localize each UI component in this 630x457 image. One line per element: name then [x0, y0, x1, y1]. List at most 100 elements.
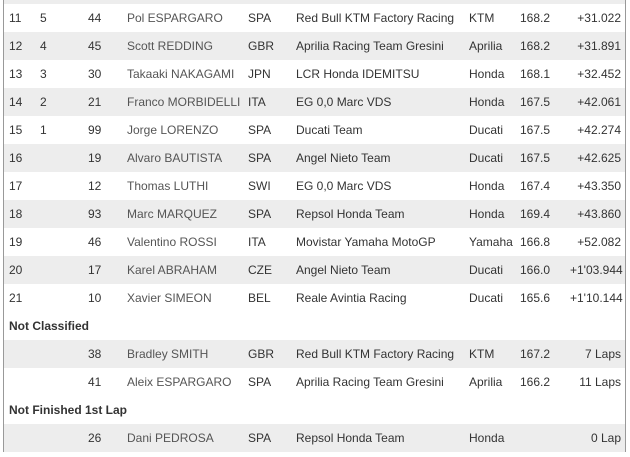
- cell-team: LCR Honda IDEMITSU: [296, 67, 420, 81]
- cell-bike: Ducati: [469, 123, 504, 137]
- cell-bike: Honda: [469, 67, 505, 81]
- cell-nation: SPA: [248, 123, 272, 137]
- cell-bike: KTM: [469, 11, 495, 25]
- cell-team: Ducati Team: [296, 123, 363, 137]
- cell-team: Aprilia Racing Team Gresini: [296, 375, 444, 389]
- cell-rider[interactable]: Karel ABRAHAM: [127, 263, 218, 277]
- cell-team: Angel Nieto Team: [296, 151, 391, 165]
- cell-pts: [40, 144, 88, 172]
- cell-time: 7 Laps: [584, 347, 621, 361]
- cell-speed: 167.2: [520, 347, 551, 361]
- cell-pos: 17: [9, 179, 23, 193]
- cell-team: EG 0,0 Marc VDS: [296, 179, 392, 193]
- previous-row-edge: [4, 0, 625, 4]
- cell-bike: Honda: [469, 431, 505, 445]
- cell-rider[interactable]: Valentino ROSSI: [127, 235, 217, 249]
- section-header-not-finished: Not Finished 1st Lap: [4, 396, 625, 424]
- cell-team: Red Bull KTM Factory Racing: [296, 347, 455, 361]
- cell-pos: 16: [9, 151, 23, 165]
- cell-rider[interactable]: Jorge LORENZO: [127, 123, 219, 137]
- table-row[interactable]: 11 5 44 Pol ESPARGARO SPA Red Bull KTM Factor…: [4, 4, 625, 32]
- cell-rider[interactable]: Franco MORBIDELLI: [127, 95, 241, 109]
- cell-speed: 167.4: [520, 179, 551, 193]
- table-row[interactable]: 18 93 Marc MARQUEZ SPA Repsol Honda Team Hond…: [4, 200, 625, 228]
- cell-num: 99: [88, 123, 102, 137]
- cell-num: 30: [88, 67, 102, 81]
- table-row[interactable]: 17 12 Thomas LUTHI SWI EG 0,0 Marc VDS Honda 1…: [4, 172, 625, 200]
- table-row[interactable]: 14 2 21 Franco MORBIDELLI ITA EG 0,0 Marc VDS…: [4, 88, 625, 116]
- table-row[interactable]: 12 4 45 Scott REDDING GBR Aprilia Racing Team…: [4, 32, 625, 60]
- table-row[interactable]: 13 3 30 Takaaki NAKAGAMI JPN LCR Honda IDEMIT…: [4, 60, 625, 88]
- table-row[interactable]: 16 19 Alvaro BAUTISTA SPA Angel Nieto Team Du…: [4, 144, 625, 172]
- table-row[interactable]: 15 1 99 Jorge LORENZO SPA Ducati Team Ducati 16…: [4, 116, 625, 144]
- cell-time: +31.891: [577, 39, 621, 53]
- table-row[interactable]: 19 46 Valentino ROSSI ITA Movistar Yamaha Mo…: [4, 228, 625, 256]
- table-row[interactable]: 38 Bradley SMITH GBR Red Bull KTM Factory R…: [4, 340, 625, 368]
- cell-pts: [40, 256, 88, 284]
- cell-time: +42.625: [577, 151, 621, 165]
- cell-rider[interactable]: Takaaki NAKAGAMI: [127, 67, 235, 81]
- cell-nation: SWI: [248, 179, 271, 193]
- cell-speed: 166.8: [520, 235, 551, 249]
- cell-num: 17: [88, 263, 102, 277]
- cell-time: 11 Laps: [579, 375, 621, 389]
- cell-pos: 19: [9, 235, 23, 249]
- cell-speed: 167.5: [520, 95, 551, 109]
- cell-speed: 166.0: [520, 263, 551, 277]
- table-row[interactable]: 20 17 Karel ABRAHAM CZE Angel Nieto Team Duca…: [4, 256, 625, 284]
- cell-pts: 3: [40, 67, 47, 81]
- cell-rider[interactable]: Pol ESPARGARO: [127, 11, 223, 25]
- cell-bike: Honda: [469, 179, 505, 193]
- cell-pos: 13: [9, 67, 23, 81]
- cell-nation: CZE: [248, 263, 272, 277]
- cell-rider[interactable]: Dani PEDROSA: [127, 431, 214, 445]
- cell-speed: 168.2: [520, 39, 551, 53]
- cell-bike: Ducati: [469, 263, 504, 277]
- table-row[interactable]: 26 Dani PEDROSA SPA Repsol Honda Team Honda 0…: [4, 424, 625, 452]
- cell-pts: [40, 424, 88, 452]
- cell-bike: Aprilia: [469, 39, 503, 53]
- table-row[interactable]: 21 10 Xavier SIMEON BEL Reale Avintia Racing…: [4, 284, 625, 312]
- cell-pos: [9, 424, 40, 452]
- cell-pts: [40, 340, 88, 368]
- not-classified-rows: 38 Bradley SMITH GBR Red Bull KTM Factory R…: [4, 340, 625, 396]
- cell-pos: 21: [9, 291, 23, 305]
- cell-rider[interactable]: Thomas LUTHI: [127, 179, 209, 193]
- cell-pos: 18: [9, 207, 23, 221]
- cell-time: +43.350: [577, 179, 621, 193]
- cell-nation: SPA: [248, 431, 272, 445]
- cell-time: +42.061: [577, 95, 621, 109]
- cell-team: Repsol Honda Team: [296, 431, 405, 445]
- cell-pts: 4: [40, 39, 47, 53]
- cell-team: Angel Nieto Team: [296, 263, 391, 277]
- cell-bike: KTM: [469, 347, 495, 361]
- cell-speed: 169.4: [520, 207, 551, 221]
- cell-speed: 167.5: [520, 151, 551, 165]
- cell-nation: SPA: [248, 151, 272, 165]
- cell-time: +42.274: [577, 123, 621, 137]
- cell-bike: Honda: [469, 207, 505, 221]
- cell-nation: ITA: [248, 95, 266, 109]
- cell-num: 45: [88, 39, 102, 53]
- cell-pos: [9, 368, 40, 396]
- cell-pts: 2: [40, 95, 47, 109]
- cell-time: +1'10.144: [570, 291, 623, 305]
- cell-rider[interactable]: Xavier SIMEON: [127, 291, 212, 305]
- table-row[interactable]: 41 Aleix ESPARGARO SPA Aprilia Racing Team …: [4, 368, 625, 396]
- cell-speed: [520, 424, 570, 452]
- cell-num: 21: [88, 95, 102, 109]
- cell-rider[interactable]: Alvaro BAUTISTA: [127, 151, 223, 165]
- cell-rider[interactable]: Marc MARQUEZ: [127, 207, 217, 221]
- cell-rider[interactable]: Aleix ESPARGARO: [127, 375, 232, 389]
- cell-pts: 1: [40, 123, 47, 137]
- cell-team: EG 0,0 Marc VDS: [296, 95, 392, 109]
- cell-nation: JPN: [248, 67, 271, 81]
- cell-rider[interactable]: Bradley SMITH: [127, 347, 209, 361]
- cell-nation: GBR: [248, 347, 275, 361]
- cell-speed: 166.2: [520, 375, 551, 389]
- cell-pts: [40, 284, 88, 312]
- results-table: 11 5 44 Pol ESPARGARO SPA Red Bull KTM Factor…: [3, 0, 626, 452]
- cell-bike: Yamaha: [469, 235, 513, 249]
- cell-team: Movistar Yamaha MotoGP: [296, 235, 436, 249]
- cell-rider[interactable]: Scott REDDING: [127, 39, 214, 53]
